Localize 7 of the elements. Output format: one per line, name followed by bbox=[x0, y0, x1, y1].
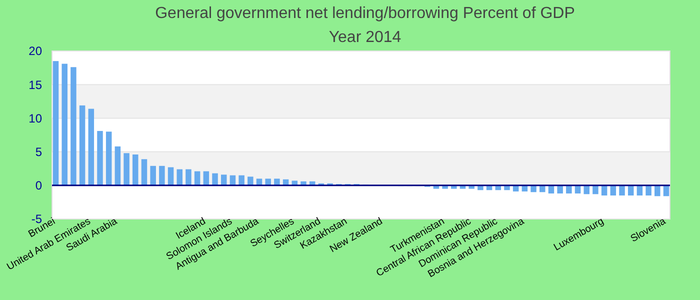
y-tick-label: 20 bbox=[28, 44, 42, 58]
chart-title: General government net lending/borrowing Percent of GDP bbox=[155, 5, 575, 22]
y-tick-label: 15 bbox=[28, 78, 42, 92]
chart-subtitle: Year 2014 bbox=[328, 29, 402, 46]
y-tick-label: 0 bbox=[35, 178, 42, 193]
y-tick-label: 10 bbox=[28, 111, 42, 126]
y-tick-label: 5 bbox=[35, 145, 42, 159]
